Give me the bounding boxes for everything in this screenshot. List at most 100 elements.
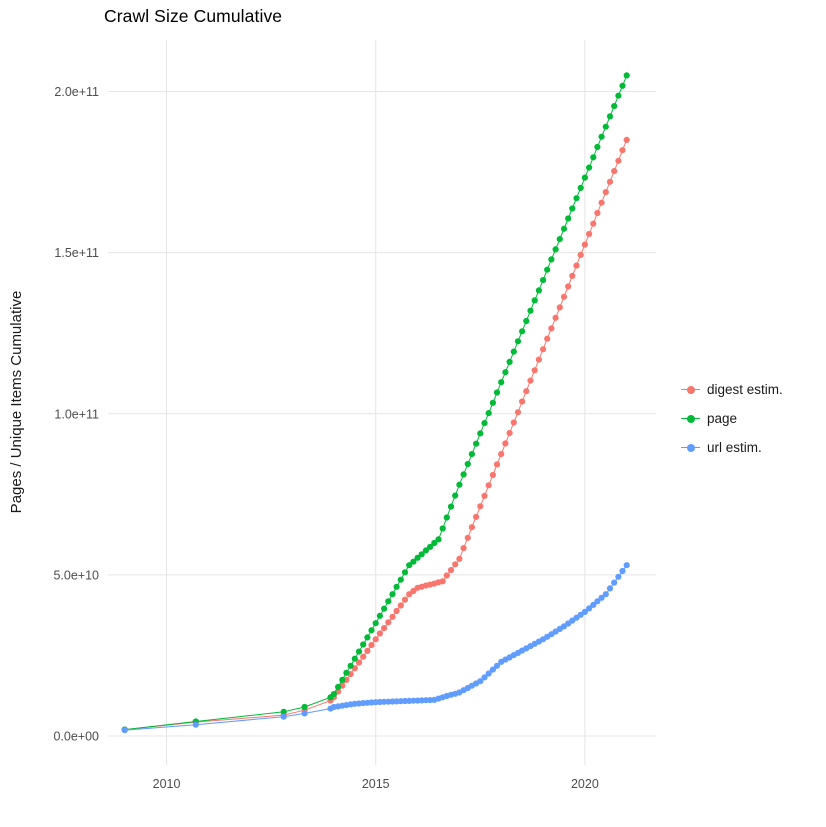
data-point-digest-estim [573, 262, 580, 269]
data-point-url-estim [280, 713, 287, 720]
data-point-digest-estim [594, 209, 601, 217]
data-point-page [535, 287, 543, 294]
data-point-page [489, 399, 496, 406]
data-point-page [360, 641, 367, 648]
data-point-page [468, 451, 475, 458]
data-point-page [473, 440, 480, 447]
data-point-digest-estim [364, 647, 371, 655]
data-point-page [527, 307, 534, 314]
data-point-page [401, 569, 409, 576]
data-point-page [615, 92, 622, 99]
data-point-page [330, 691, 337, 698]
data-point-page [602, 123, 609, 130]
data-point-digest-estim [481, 492, 488, 499]
legend-point-icon [686, 414, 695, 423]
data-point-page [581, 174, 589, 181]
data-point-page [502, 369, 509, 376]
data-point-digest-estim [456, 555, 463, 562]
data-point-digest-estim [552, 314, 559, 321]
data-point-url-estim [121, 727, 128, 734]
data-point-digest-estim [452, 561, 459, 568]
y-tick-label: 5.0e+10 [53, 568, 99, 582]
data-point-page [531, 297, 538, 304]
data-point-page [422, 547, 429, 554]
data-point-page [427, 543, 434, 551]
data-point-digest-estim [498, 451, 505, 458]
data-point-digest-estim [393, 607, 400, 615]
data-point-digest-estim [502, 440, 509, 447]
data-point-page [464, 460, 471, 468]
data-point-page [431, 539, 438, 547]
chart-title: Crawl Size Cumulative [104, 6, 283, 26]
data-point-digest-estim [527, 377, 534, 384]
data-point-digest-estim [376, 630, 383, 637]
data-point-page [523, 317, 530, 325]
y-tick-label: 1.5e+11 [54, 246, 99, 260]
data-point-page [447, 503, 455, 510]
data-point-page [514, 338, 522, 345]
legend-point-icon [686, 385, 695, 394]
data-point-page [577, 184, 584, 191]
data-point-digest-estim [540, 346, 547, 353]
data-point-digest-estim [397, 602, 404, 609]
data-point-digest-estim [569, 272, 576, 279]
data-point-digest-estim [473, 513, 480, 521]
legend-point-icon [686, 443, 695, 452]
data-point-digest-estim [611, 168, 618, 175]
data-point-digest-estim [560, 293, 568, 300]
data-point-page [506, 358, 513, 365]
data-point-digest-estim [606, 178, 614, 185]
legend-key-dot-icon [681, 380, 700, 399]
data-point-url-estim [598, 594, 605, 601]
data-point-page [335, 683, 342, 691]
data-point-digest-estim [519, 398, 526, 405]
data-point-page [485, 410, 492, 417]
data-point-page [565, 215, 572, 222]
data-point-page [594, 143, 601, 151]
data-point-digest-estim [443, 572, 450, 579]
data-point-page [519, 328, 526, 335]
data-point-page [418, 551, 425, 558]
data-point-digest-estim [464, 534, 471, 541]
data-point-digest-estim [385, 619, 392, 626]
data-point-page [301, 703, 308, 711]
data-point-digest-estim [439, 578, 446, 585]
data-point-digest-estim [544, 335, 551, 342]
data-point-digest-estim [531, 367, 538, 374]
data-point-digest-estim [468, 524, 475, 531]
data-point-url-estim [477, 678, 484, 685]
data-point-digest-estim [556, 304, 563, 311]
legend-item-page: page [681, 408, 783, 429]
data-point-digest-estim [623, 136, 630, 143]
data-point-url-estim [623, 562, 630, 569]
legend-label: digest estim. [707, 382, 783, 397]
data-point-digest-estim [485, 482, 492, 489]
data-point-page [406, 562, 413, 569]
data-point-digest-estim [535, 356, 543, 363]
data-point-page [414, 554, 421, 561]
x-tick-label: 2020 [571, 777, 599, 791]
data-point-digest-estim [355, 659, 363, 666]
data-point-page [339, 676, 346, 684]
data-point-page [544, 266, 551, 273]
data-point-page [385, 598, 392, 605]
data-point-page [351, 655, 358, 662]
y-tick-label: 0.0e+00 [53, 730, 99, 744]
data-point-digest-estim [460, 545, 467, 552]
x-tick-label: 2015 [362, 777, 390, 791]
data-point-url-estim [489, 666, 496, 673]
data-point-url-estim [615, 573, 622, 580]
data-point-page [410, 558, 417, 565]
data-point-digest-estim [590, 220, 597, 227]
data-point-url-estim [611, 579, 618, 586]
data-point-digest-estim [389, 613, 396, 620]
data-point-page [548, 256, 555, 263]
legend-key-dot-icon [681, 438, 700, 457]
y-tick-label: 1.0e+11 [54, 407, 99, 421]
data-point-url-estim [619, 567, 626, 575]
data-point-digest-estim [489, 471, 496, 479]
data-point-page [611, 103, 618, 110]
data-point-page [540, 277, 547, 284]
data-point-page [552, 246, 559, 253]
data-point-digest-estim [548, 325, 555, 332]
